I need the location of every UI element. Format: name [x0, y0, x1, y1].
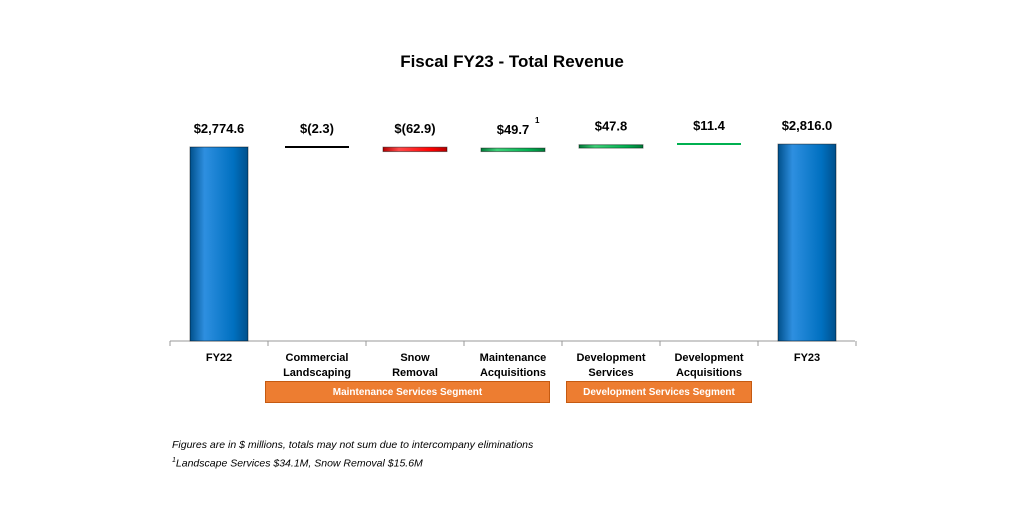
footnote-units: Figures are in $ millions, totals may no…	[172, 439, 534, 451]
data-label-4: $47.8	[595, 119, 628, 134]
footnote-landscape: 1Landscape Services $34.1M, Snow Removal…	[172, 453, 533, 472]
bar-0	[189, 146, 249, 342]
footnote-marker: 1	[172, 457, 176, 464]
data-label-3: $49.7	[497, 122, 530, 137]
category-label-4-0: Development	[576, 352, 645, 364]
bar-6	[777, 143, 837, 342]
category-label-6-0: FY23	[794, 352, 820, 364]
footnote-text: Landscape Services $34.1M, Snow Removal …	[175, 457, 423, 470]
category-label-5-0: Development	[674, 352, 743, 364]
category-label-3-1: Acquisitions	[480, 367, 546, 379]
bar-2	[382, 146, 448, 153]
bar-3	[480, 147, 546, 153]
category-label-1-0: Commercial	[286, 352, 349, 364]
category-label-2-0: Snow	[400, 352, 430, 364]
category-label-0-0: FY22	[206, 352, 232, 364]
data-label-6: $2,816.0	[782, 118, 833, 133]
data-label-superscript-3: 1	[535, 116, 540, 125]
category-label-1-1: Landscaping	[283, 367, 351, 379]
data-label-5: $11.4	[693, 118, 726, 133]
maintenance-segment-label: Maintenance Services Segment	[265, 381, 550, 403]
data-label-0: $2,774.6	[194, 121, 245, 136]
data-label-1: $(2.3)	[300, 121, 334, 136]
category-label-2-1: Removal	[392, 367, 438, 379]
bar-4	[578, 144, 644, 149]
data-label-2: $(62.9)	[394, 121, 435, 136]
category-label-5-1: Acquisitions	[676, 367, 742, 379]
category-label-4-1: Services	[588, 367, 633, 379]
chart-title: Fiscal FY23 - Total Revenue	[400, 52, 624, 71]
category-label-3-0: Maintenance	[480, 352, 547, 364]
development-segment-label: Development Services Segment	[566, 381, 752, 403]
footnotes: Figures are in $ millions, totals may no…	[172, 438, 533, 472]
